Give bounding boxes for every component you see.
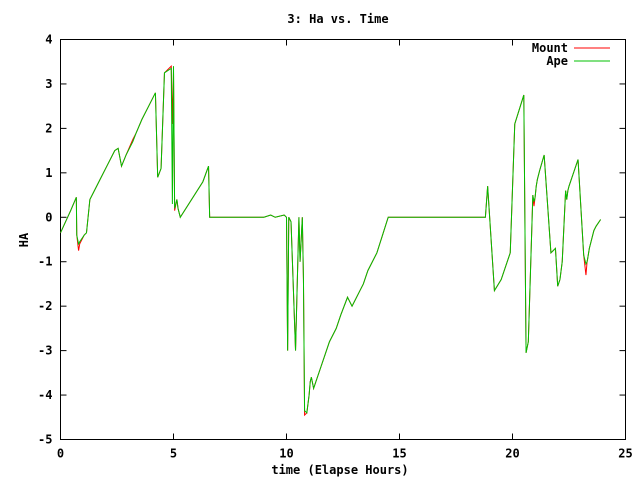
x-tick-label-1: 5 <box>170 447 177 461</box>
y-tick-label-1: -4 <box>38 388 52 402</box>
legend-label-ape: Ape <box>546 54 568 68</box>
x-tick-label-0: 0 <box>57 447 64 461</box>
x-tick-label-2: 10 <box>279 447 293 461</box>
series-line-ape <box>60 66 602 414</box>
legend-label-mount: Mount <box>532 41 568 55</box>
x-tick-label-3: 15 <box>392 447 406 461</box>
legend: Mount Ape <box>532 41 610 68</box>
y-tick-label-7: 2 <box>45 121 52 135</box>
plot-frame <box>60 39 626 440</box>
y-tick-label-8: 3 <box>45 77 52 91</box>
axis-ticks <box>60 39 626 440</box>
x-tick-label-5: 25 <box>618 447 632 461</box>
y-tick-label-2: -3 <box>38 344 52 358</box>
y-axis-label: HA <box>17 232 31 247</box>
chart-title: 3: Ha vs. Time <box>287 12 388 26</box>
y-tick-label-3: -2 <box>38 299 52 313</box>
x-tick-label-4: 20 <box>505 447 519 461</box>
y-tick-label-5: 0 <box>45 210 52 224</box>
series-line-mount <box>60 65 602 417</box>
axis-tick-labels: 0 5 10 15 20 25 -5 -4 -3 -2 -1 0 1 2 3 4 <box>38 33 633 461</box>
y-tick-label-6: 1 <box>45 166 52 180</box>
y-tick-label-9: 4 <box>45 33 52 47</box>
series-lines <box>60 65 602 417</box>
x-axis-label: time (Elapse Hours) <box>271 463 408 477</box>
y-tick-label-0: -5 <box>38 433 52 447</box>
y-tick-label-4: -1 <box>38 255 52 269</box>
